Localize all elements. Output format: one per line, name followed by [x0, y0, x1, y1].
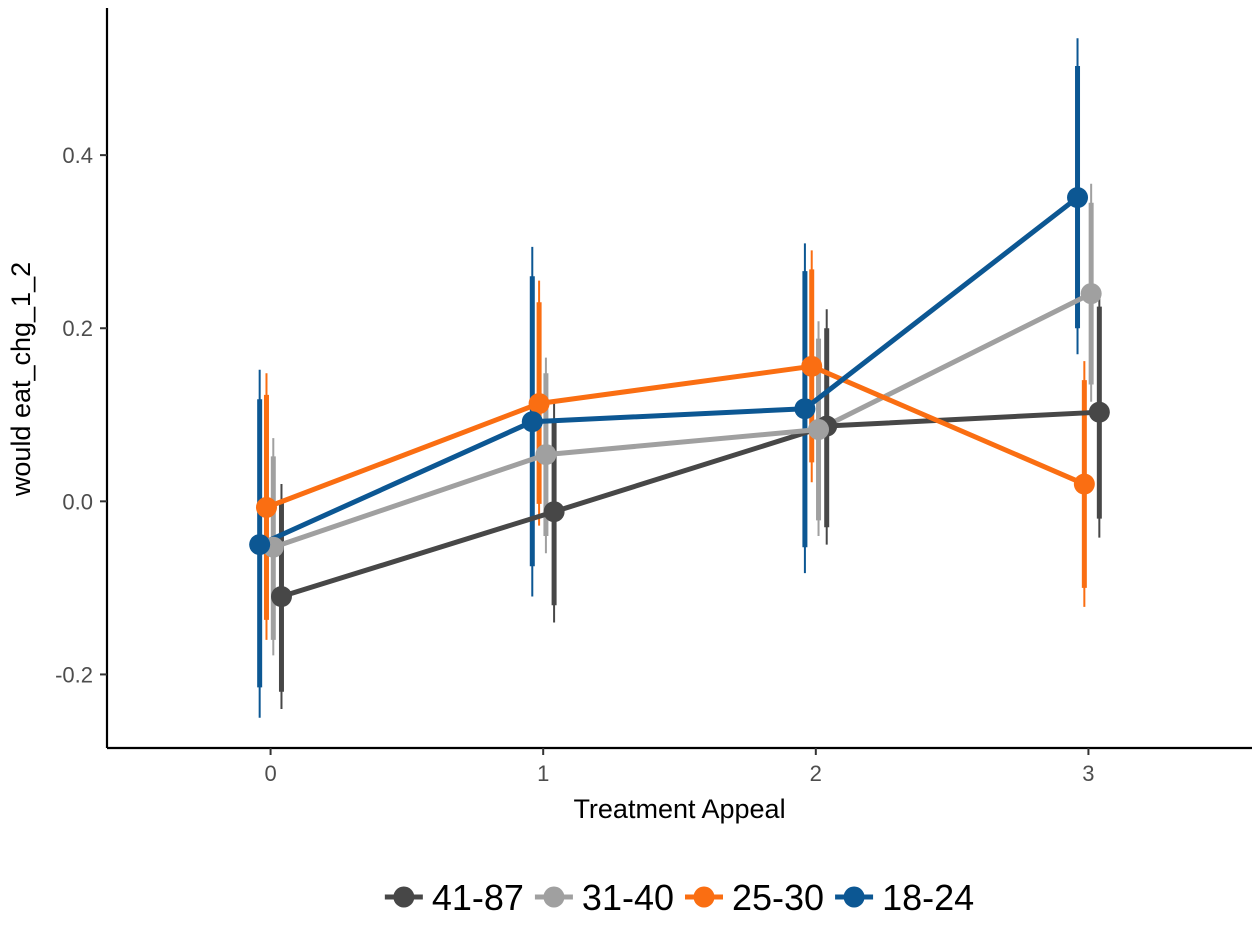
y-tick-label: 0.0	[62, 489, 93, 514]
data-point-18-24	[1067, 187, 1089, 209]
legend-key-point	[393, 886, 415, 908]
data-point-31-40	[535, 444, 557, 466]
legend-item-41-87: 41-87	[384, 877, 524, 918]
series-line-31-40	[272, 291, 1093, 550]
data-point-41-87	[270, 586, 292, 608]
legend-item-18-24: 18-24	[835, 877, 974, 918]
data-point-41-87	[1088, 401, 1110, 423]
legend-item-25-30: 25-30	[685, 877, 824, 918]
y-tick-label: 0.2	[62, 316, 93, 341]
legend-label: 41-87	[432, 877, 524, 918]
legend-label: 18-24	[882, 877, 974, 918]
data-point-25-30	[255, 496, 277, 518]
y-tick-label: -0.2	[55, 662, 93, 687]
legend-item-31-40: 31-40	[534, 877, 674, 918]
legend: 41-87 31-40 25-30 18-24	[384, 877, 974, 918]
y-tick-label: 0.4	[62, 143, 93, 168]
plot-marks	[249, 38, 1110, 718]
series-line-18-24	[258, 195, 1080, 547]
series-line-41-87	[280, 409, 1100, 599]
data-point-31-40	[808, 418, 830, 440]
x-tick-label: 1	[537, 761, 549, 786]
data-point-18-24	[794, 398, 816, 420]
legend-key-point	[693, 886, 715, 908]
data-point-41-87	[543, 501, 565, 523]
series-18-24-errorbars	[257, 38, 1081, 718]
data-point-18-24	[521, 411, 543, 433]
data-point-18-24	[249, 534, 271, 556]
tick-marks: -0.2 0.0 0.2 0.4 0 1 2 3	[55, 143, 1094, 786]
axes	[105, 8, 1252, 750]
x-tick-label: 2	[810, 761, 822, 786]
data-point-25-30	[1073, 473, 1095, 495]
x-axis-title: Treatment Appeal	[573, 794, 785, 824]
legend-key-point	[843, 886, 865, 908]
x-tick-label: 3	[1082, 761, 1094, 786]
data-point-25-30	[801, 355, 823, 377]
y-axis-title: would eat_chg_1_2	[6, 262, 36, 497]
legend-label: 31-40	[582, 877, 674, 918]
x-tick-label: 0	[264, 761, 276, 786]
data-point-25-30	[528, 393, 550, 415]
data-point-31-40	[1080, 283, 1102, 305]
legend-key-point	[543, 886, 565, 908]
legend-label: 25-30	[732, 877, 824, 918]
series-line-25-30	[265, 363, 1086, 510]
